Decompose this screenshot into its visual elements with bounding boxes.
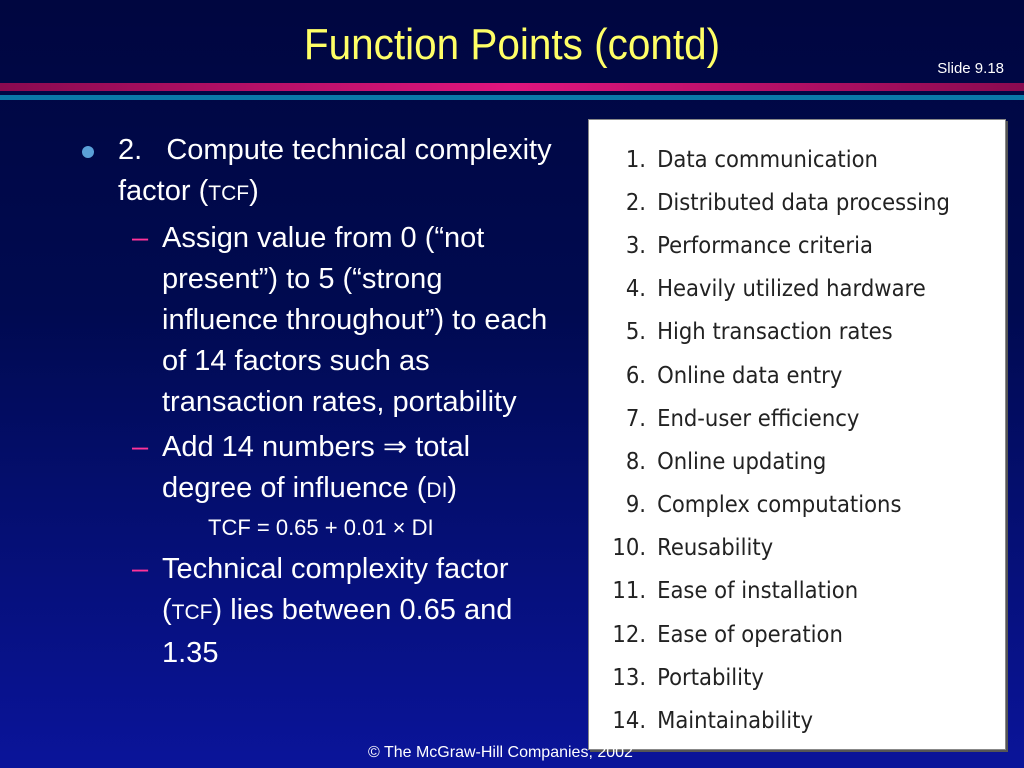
tcf-abbr: TCF xyxy=(208,182,250,205)
factor-number: 7. xyxy=(625,405,647,432)
dash-icon: – xyxy=(132,431,149,463)
factor-item: 13. Portability xyxy=(589,656,972,699)
factor-item: 1. Data communication xyxy=(589,138,972,181)
factor-label: Online updating xyxy=(657,448,827,475)
factor-item: 11. Ease of installation xyxy=(589,570,972,613)
bullet-point: 2. Compute technical complexity factor (… xyxy=(82,130,562,214)
sub-text-end: ) lies between 0.65 and 1.35 xyxy=(162,594,513,669)
point-text-end: ) xyxy=(249,175,259,207)
factors-table: 1. Data communication 2. Distributed data p… xyxy=(588,119,1006,750)
copyright-footer: © The McGraw-Hill Companies, 2002 xyxy=(368,744,633,761)
factor-label: Ease of installation xyxy=(657,578,859,605)
formula: TCF = 0.65 + 0.01 × DI xyxy=(208,515,434,540)
factor-number: 12. xyxy=(612,621,647,648)
factor-number: 13. xyxy=(612,664,647,691)
sub-text: Assign value from 0 (“not present”) to 5… xyxy=(162,222,548,418)
factor-item: 7. End-user efficiency xyxy=(589,397,972,440)
tcf-abbr: TCF xyxy=(171,601,213,624)
factor-number: 10. xyxy=(612,535,647,562)
dash-icon: – xyxy=(132,222,149,254)
di-abbr: DI xyxy=(426,479,448,502)
factor-item: 14. Maintainability xyxy=(589,699,972,742)
factor-number: 14. xyxy=(612,708,647,735)
dash-icon: – xyxy=(132,553,149,585)
factor-item: 6. Online data entry xyxy=(589,354,972,397)
bullet-icon xyxy=(82,146,94,158)
factor-label: Complex computations xyxy=(657,492,902,519)
factor-number: 9. xyxy=(625,492,647,519)
factor-item: 10. Reusability xyxy=(589,527,972,570)
sub-bullet: – Assign value from 0 (“not present”) to … xyxy=(82,218,562,423)
point-text: Compute technical complexity factor ( xyxy=(118,134,552,207)
factor-item: 12. Ease of operation xyxy=(589,613,972,656)
factor-item: 3. Performance criteria xyxy=(589,224,972,267)
factor-number: 1. xyxy=(625,146,647,173)
factor-item: 5. High transaction rates xyxy=(589,311,972,354)
factor-label: Online data entry xyxy=(657,362,843,389)
slide-number: Slide 9.18 xyxy=(937,60,1004,77)
factor-number: 5. xyxy=(625,319,647,346)
factor-label: Data communication xyxy=(657,146,878,173)
factor-label: Performance criteria xyxy=(657,232,873,259)
factor-number: 4. xyxy=(625,276,647,303)
factor-item: 4. Heavily utilized hardware xyxy=(589,268,972,311)
slide-content: 2. Compute technical complexity factor (… xyxy=(82,130,562,674)
factor-label: End-user efficiency xyxy=(657,405,860,432)
sub-text: Technical complexity factor ( xyxy=(162,553,509,626)
divider-teal xyxy=(0,95,1024,100)
factor-label: Heavily utilized hardware xyxy=(657,276,926,303)
sub-bullet: – Add 14 numbers ⇒ total degree of influe… xyxy=(82,427,562,511)
divider-pink xyxy=(0,83,1024,91)
slide-title: Function Points (contd) xyxy=(303,20,721,69)
point-number: 2. xyxy=(118,134,143,166)
factor-label: Distributed data processing xyxy=(657,189,950,216)
factor-label: High transaction rates xyxy=(657,319,893,346)
sub-text: Add 14 numbers ⇒ total degree of influen… xyxy=(162,431,471,504)
factor-label: Ease of operation xyxy=(657,621,843,648)
factor-number: 3. xyxy=(625,232,647,259)
factor-number: 11. xyxy=(612,578,647,605)
sub-text-end: ) xyxy=(447,472,458,504)
factor-number: 6. xyxy=(625,362,647,389)
factor-label: Portability xyxy=(657,664,764,691)
factor-item: 9. Complex computations xyxy=(589,484,972,527)
factor-number: 8. xyxy=(625,448,647,475)
factor-label: Reusability xyxy=(657,535,774,562)
factor-item: 8. Online updating xyxy=(589,440,972,483)
factor-item: 2. Distributed data processing xyxy=(589,181,972,224)
sub-bullet: – Technical complexity factor (TCF) lies … xyxy=(82,549,562,674)
factor-number: 2. xyxy=(625,189,647,216)
factor-label: Maintainability xyxy=(657,708,814,735)
